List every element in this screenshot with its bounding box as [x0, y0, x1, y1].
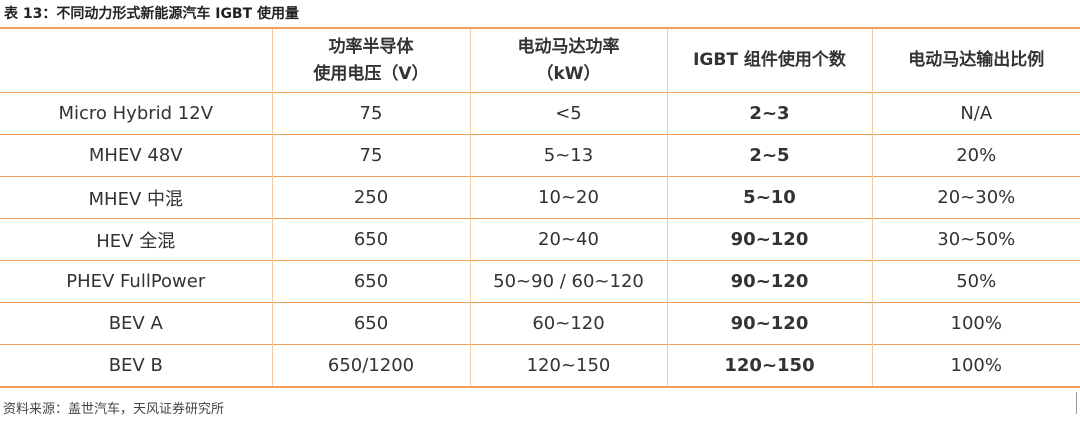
table-cell: 250: [271, 176, 470, 219]
table-row: BEV B 650/1200 120~150 120~150 100%: [0, 344, 1080, 387]
table-cell: 100%: [871, 344, 1080, 387]
edge-line: [1076, 392, 1077, 414]
table-cell: PHEV FullPower: [0, 260, 272, 303]
table-row: HEV 全混 650 20~40 90~120 30~50%: [0, 218, 1080, 261]
table-cell: 10~20: [469, 176, 667, 219]
table-cell: 75: [271, 92, 470, 135]
table-row: MHEV 48V 75 5~13 2~5 20%: [0, 134, 1080, 177]
table-row: MHEV 中混 250 10~20 5~10 20~30%: [0, 176, 1080, 219]
table-cell: MHEV 48V: [0, 134, 272, 177]
table-cell: BEV A: [0, 302, 272, 345]
table-cell: 75: [271, 134, 470, 177]
table-cell: 60~120: [469, 302, 667, 345]
table-cell: 50%: [871, 260, 1080, 303]
header-cell: [0, 28, 272, 93]
table-cell: 30~50%: [871, 218, 1080, 261]
table-cell: Micro Hybrid 12V: [0, 92, 272, 135]
table-cell: 2~5: [666, 134, 872, 177]
table-cell: 20%: [871, 134, 1080, 177]
table-cell: N/A: [871, 92, 1080, 135]
table-cell: 650: [271, 218, 470, 261]
table-row: BEV A 650 60~120 90~120 100%: [0, 302, 1080, 345]
table-row: PHEV FullPower 650 50~90 / 60~120 90~120 50%: [0, 260, 1080, 303]
source-note: 资料来源：盖世汽车，天风证券研究所: [3, 402, 225, 417]
table-cell: <5: [469, 92, 667, 135]
table-cell: 90~120: [666, 218, 872, 261]
table-cell: 5~10: [666, 176, 872, 219]
header-cell: 电动马达功率 （kW）: [469, 28, 667, 93]
table-cell: 20~30%: [871, 176, 1080, 219]
table-cell: 20~40: [469, 218, 667, 261]
table-cell: 120~150: [666, 344, 872, 387]
table-cell: 50~90 / 60~120: [469, 260, 667, 303]
header-cell: IGBT 组件使用个数: [666, 28, 872, 93]
table-cell: 650: [271, 260, 470, 303]
table: 功率半导体 使用电压（V） 电动马达功率 （kW） IGBT 组件使用个数 电动马达输…: [0, 27, 1080, 388]
table-cell: 2~3: [666, 92, 872, 135]
table-cell: MHEV 中混: [0, 176, 272, 219]
table-cell: 90~120: [666, 302, 872, 345]
table-cell: 90~120: [666, 260, 872, 303]
header-cell: 电动马达输出比例: [871, 28, 1080, 93]
table-cell: 120~150: [469, 344, 667, 387]
table-cell: 650/1200: [271, 344, 470, 387]
table-title: 表 13：不同动力形式新能源汽车 IGBT 使用量: [4, 6, 300, 22]
table-cell: 650: [271, 302, 470, 345]
table-cell: HEV 全混: [0, 218, 272, 261]
header-cell: 功率半导体 使用电压（V）: [271, 28, 470, 93]
header-row: 功率半导体 使用电压（V） 电动马达功率 （kW） IGBT 组件使用个数 电动马达输…: [0, 28, 1080, 93]
table-cell: BEV B: [0, 344, 272, 387]
table-cell: 5~13: [469, 134, 667, 177]
table-row: Micro Hybrid 12V 75 <5 2~3 N/A: [0, 92, 1080, 135]
table-cell: 100%: [871, 302, 1080, 345]
